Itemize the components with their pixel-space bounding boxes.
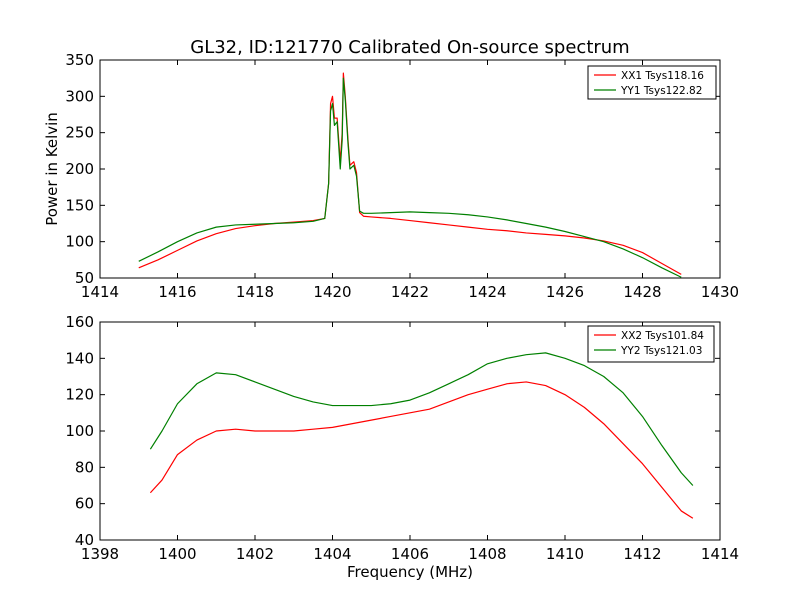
x-tick-label: 1414 [81, 283, 119, 301]
x-tick-label: 1410 [546, 545, 584, 563]
x-tick-label: 1406 [391, 545, 429, 563]
bottom-x-axis-label: Frequency (MHz) [347, 563, 473, 581]
y-tick-label: 150 [65, 196, 94, 214]
series-line-xx1 [138, 72, 682, 275]
y-tick-label: 80 [75, 458, 94, 476]
legend-label: YY2 Tsys121.03 [620, 345, 702, 357]
x-tick-label: 1414 [701, 545, 739, 563]
y-tick-label: 120 [65, 386, 94, 404]
x-tick-label: 1418 [236, 283, 274, 301]
top-plot: Power in Kelvin 1414 1416 1418 1420 1422 1424… [43, 51, 739, 301]
y-tick-label: 350 [65, 51, 94, 69]
x-tick-label: 1412 [623, 545, 661, 563]
y-tick-label: 300 [65, 87, 94, 105]
x-tick-label: 1400 [158, 545, 196, 563]
bottom-plot: Frequency (MHz) 1398 1400 1402 1404 1406 1408… [65, 313, 739, 581]
x-tick-label: 1426 [546, 283, 584, 301]
legend-label: XX2 Tsys101.84 [621, 330, 704, 342]
series-line-yy1 [138, 77, 682, 278]
series-line-yy2 [149, 352, 694, 486]
series-line-xx2 [149, 381, 694, 519]
x-tick-label: 1402 [236, 545, 274, 563]
x-tick-label: 1430 [701, 283, 739, 301]
top-y-axis-label: Power in Kelvin [43, 112, 61, 226]
y-tick-label: 250 [65, 124, 94, 142]
x-tick-label: 1422 [391, 283, 429, 301]
y-tick-label: 60 [75, 495, 94, 513]
x-tick-label: 1408 [468, 545, 506, 563]
y-tick-label: 140 [65, 349, 94, 367]
x-tick-label: 1416 [158, 283, 196, 301]
x-tick-label: 1424 [468, 283, 506, 301]
legend-label: XX1 Tsys118.16 [621, 70, 704, 82]
x-tick-label: 1398 [81, 545, 119, 563]
y-tick-label: 50 [75, 269, 94, 287]
legend-label: YY1 Tsys122.82 [620, 85, 702, 97]
legend-box [587, 325, 715, 363]
legend-box [587, 65, 717, 100]
y-tick-label: 160 [65, 313, 94, 331]
y-tick-label: 100 [65, 422, 94, 440]
x-tick-label: 1428 [623, 283, 661, 301]
y-tick-label: 200 [65, 160, 94, 178]
x-tick-label: 1420 [313, 283, 351, 301]
y-tick-label: 40 [75, 531, 94, 549]
chart-title: GL32, ID:121770 Calibrated On-source spe… [190, 37, 629, 58]
y-tick-label: 100 [65, 233, 94, 251]
x-tick-label: 1404 [313, 545, 351, 563]
